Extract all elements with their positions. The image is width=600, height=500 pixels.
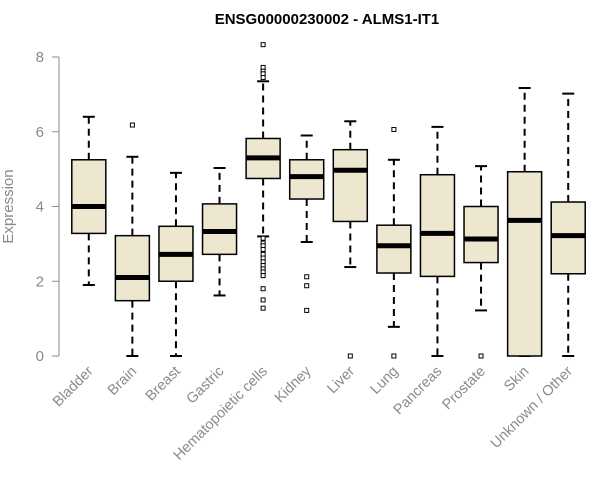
y-tick-label: 2: [36, 273, 44, 290]
outlier-point: [391, 127, 397, 133]
iqr-box: [114, 234, 151, 302]
outlier-point: [347, 353, 353, 359]
outlier-point: [304, 283, 310, 289]
iqr-box: [376, 224, 412, 274]
x-category-label: Prostate: [439, 364, 488, 413]
chart-title: ENSG00000230002 - ALMS1-IT1: [215, 11, 440, 28]
outlier-point: [304, 307, 310, 313]
outlier-point: [260, 305, 266, 311]
y-tick-label: 8: [36, 49, 44, 66]
iqr-box: [419, 173, 456, 278]
iqr-box: [463, 205, 499, 264]
x-category-label: Gastric: [184, 364, 228, 408]
box-9: [463, 165, 499, 359]
box-1: [114, 122, 151, 357]
outlier-point: [304, 274, 310, 280]
box-4: [245, 42, 281, 311]
box-10: [506, 87, 543, 357]
box-5: [288, 134, 325, 313]
iqr-box: [71, 159, 107, 235]
x-category-label: Pancreas: [391, 364, 446, 419]
outlier-point: [260, 75, 266, 81]
outlier-point: [260, 42, 266, 48]
box-7: [376, 127, 412, 359]
x-category-label: Breast: [143, 364, 184, 405]
iqr-box: [506, 170, 543, 357]
y-tick-label: 4: [36, 199, 44, 216]
box-0: [71, 115, 107, 286]
box-2: [158, 171, 194, 357]
outlier-point: [260, 286, 266, 292]
iqr-box: [332, 148, 369, 223]
y-axis-label: Expression: [0, 169, 17, 243]
outlier-point: [260, 246, 266, 252]
x-category-label: Liver: [325, 363, 359, 397]
outlier-point: [260, 235, 266, 241]
x-category-label: Bladder: [50, 363, 97, 410]
outlier-point: [260, 273, 266, 279]
x-category-label: Skin: [501, 364, 532, 395]
outlier-point: [260, 297, 266, 303]
outlier-point: [129, 122, 135, 128]
x-category-label: Kidney: [272, 363, 315, 406]
outlier-point: [391, 353, 397, 359]
x-category-label: Unknown / Other: [488, 363, 576, 451]
y-tick-label: 0: [36, 348, 44, 365]
box-8: [419, 125, 456, 357]
box-3: [201, 167, 238, 297]
box-11: [550, 92, 586, 357]
outlier-point: [478, 353, 484, 359]
x-category-label: Lung: [368, 364, 402, 398]
boxes-group: [71, 42, 586, 359]
x-category-label: Brain: [105, 364, 140, 399]
box-6: [332, 120, 369, 359]
y-axis: 0 2 4 6 8: [36, 49, 60, 365]
y-tick-label: 6: [36, 124, 44, 141]
iqr-box: [288, 159, 325, 200]
